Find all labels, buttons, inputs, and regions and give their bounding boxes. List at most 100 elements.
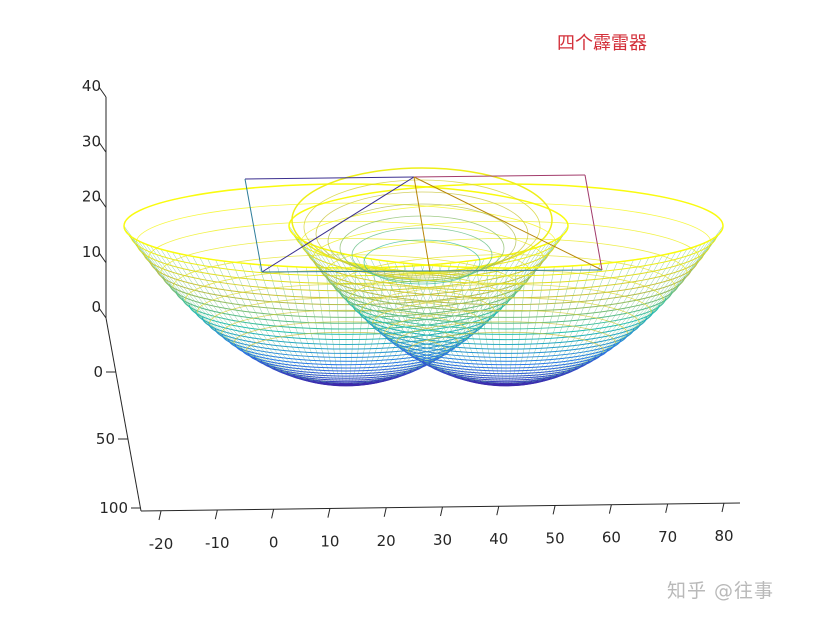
surface-interior-curve [384,309,628,334]
surface-parallel [320,268,692,306]
x-tick-label: 60 [602,529,621,547]
surface-parallel [371,323,641,350]
surface-parallel [499,382,513,385]
surface-interior-curve [135,202,557,243]
surface-interior-curve [148,220,544,259]
surface-parallel [286,371,406,384]
surface-parallel [448,371,564,384]
x-tick-label: 50 [546,529,565,547]
surface-parallel [175,291,517,324]
surface-parallel [435,366,577,381]
surface-parallel [345,298,667,330]
x-tick-label: 10 [320,533,339,551]
x-tick-mark [496,506,500,516]
surface-parallel [403,348,609,369]
surface-parallel [294,235,718,277]
surface-parallel [188,304,504,335]
x-tick-mark [608,504,612,514]
surface-parallel [339,291,673,324]
x-tick-mark [440,506,443,517]
surface-interior-curve [245,331,447,352]
x-tick-mark [552,505,556,515]
z-tick-mark [98,141,107,153]
z-tick-mark [98,197,107,208]
surface-interior-curve [396,321,616,343]
surface-parallel [273,366,419,381]
x-tick-mark [214,510,218,520]
surface-interior-curve [196,283,496,313]
surface-parallel [384,333,628,358]
surface-parallel [358,311,654,341]
surface-interior-curve [233,321,459,343]
surface-parallel [352,304,660,335]
surface-parallel [492,382,520,386]
x-axis-line [140,502,741,512]
inner-bowl-level [339,215,505,281]
z-tick-label: 40 [82,77,101,95]
surface-interior-curve [221,309,471,334]
surface-parallel [156,268,536,306]
wireframe-edge [244,178,263,273]
surface-parallel [326,276,686,312]
surface-parallel [333,283,679,318]
surface-parallel [486,381,526,386]
surface-interior-curve [288,183,724,227]
x-tick-mark [158,510,162,521]
x-tick-mark [271,509,275,519]
z-tick-mark [98,86,107,98]
x-tick-mark [327,508,331,518]
surface-parallel [332,382,360,386]
surface-interior-curve [372,297,640,324]
z-tick-mark [98,307,107,319]
z-tick-label: 0 [91,298,101,316]
surface-interior-curve [324,238,688,274]
x-tick-label: 40 [489,530,508,548]
surface-parallel [301,243,711,284]
x-tick-label: 0 [269,533,279,551]
x-tick-label: 80 [714,527,733,545]
x-tick-label: -10 [205,534,230,552]
x-tick-label: 20 [377,532,396,550]
surface-rim [288,183,724,269]
y-axis-line [105,317,142,512]
x-tick-label: -20 [149,535,174,553]
x-tick-label: 30 [433,531,452,549]
wireframe-edge [261,269,603,273]
surface-parallel [365,317,647,345]
z-tick-label: 20 [82,188,101,206]
surface-interior-curve [336,254,676,288]
x-tick-label: 70 [658,528,677,546]
wireframe-edge [413,176,431,273]
x-tick-mark [665,503,669,513]
surface-parallel [201,317,491,345]
inner-bowl-level [363,239,481,285]
surface-interior-curve [312,220,700,259]
surface-parallel [195,311,497,341]
surface-parallel [338,382,354,385]
surface-rim [123,183,569,269]
surface-parallel [162,276,530,312]
surface-parallel [377,328,635,354]
surface-interior-curve [348,269,664,301]
surface-interior-curve [184,269,508,301]
x-tick-mark [721,502,725,513]
surface-parallel [208,323,484,350]
y-tick-label: 0 [93,363,103,381]
z-tick-label: 10 [82,243,101,261]
y-tick-label: 50 [96,430,115,448]
wireframe-edge [413,174,586,178]
surface-bowl-1 [123,183,569,387]
surface-parallel [397,343,615,366]
surface-interior-curve [300,202,712,243]
surface-parallel [441,369,571,383]
inner-bowl-level [327,203,517,279]
surface-interior-curve [407,331,605,352]
wireframe-edge [244,176,415,180]
surface-parallel [182,298,510,330]
surface-parallel [280,369,412,383]
surface-parallel [409,352,603,372]
surface-parallel [169,283,523,318]
watermark-text: 知乎 @往事 [667,580,775,602]
